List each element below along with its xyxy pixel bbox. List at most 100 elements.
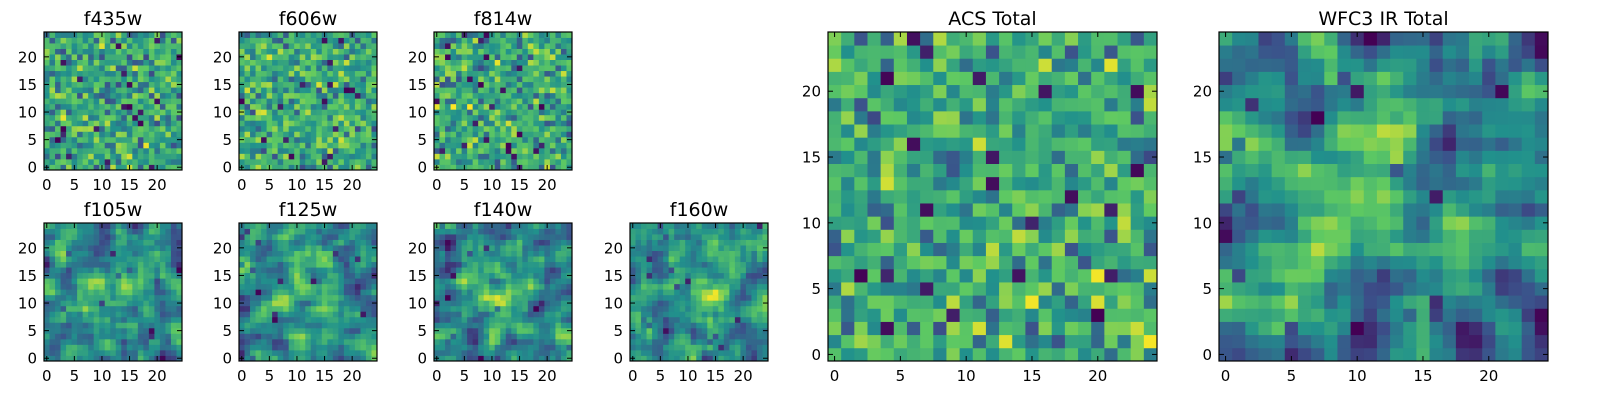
heatmap-cell — [71, 131, 78, 138]
heatmap-cell — [126, 54, 133, 60]
heatmap-cell — [734, 355, 741, 362]
heatmap-cell — [154, 142, 161, 149]
heatmap-cell — [707, 349, 714, 356]
heatmap-cell — [461, 311, 468, 318]
heatmap-cell — [663, 305, 670, 312]
heatmap-cell — [439, 54, 446, 60]
heatmap-cell — [261, 54, 267, 60]
heatmap-cell — [299, 316, 306, 323]
heatmap-cell — [170, 76, 177, 83]
heatmap-cell — [461, 294, 468, 301]
heatmap-cell — [690, 300, 697, 307]
heatmap-cell — [88, 70, 95, 77]
heatmap-cell — [55, 289, 61, 296]
heatmap-cell — [165, 256, 172, 263]
heatmap-cell — [310, 125, 317, 132]
heatmap-cell — [762, 316, 769, 323]
heatmap-cell — [170, 153, 177, 160]
heatmap-cell — [566, 131, 573, 138]
heatmap-cell — [445, 267, 451, 274]
heatmap-cell — [522, 338, 529, 345]
heatmap-cell — [121, 223, 128, 229]
heatmap-cell — [66, 65, 72, 72]
heatmap-cell — [729, 261, 736, 268]
heatmap-cell — [88, 59, 95, 66]
heatmap-cell — [946, 163, 960, 178]
heatmap-cell — [159, 103, 166, 110]
heatmap-cell — [707, 316, 714, 323]
heatmap-cell — [434, 311, 440, 318]
heatmap-cell — [137, 228, 144, 235]
heatmap-cell — [516, 131, 523, 138]
heatmap-cell — [88, 142, 95, 149]
heatmap-cell — [55, 283, 61, 290]
heatmap-cell — [283, 300, 290, 307]
heatmap-cell — [82, 98, 89, 105]
heatmap-cell — [522, 43, 529, 49]
heatmap-cell — [712, 349, 719, 356]
heatmap-cell — [143, 305, 150, 312]
heatmap-cell — [99, 283, 106, 290]
heatmap-cell — [646, 316, 653, 323]
heatmap-cell — [756, 294, 763, 301]
heatmap-cell — [44, 103, 50, 110]
heatmap-cell — [483, 305, 490, 312]
heatmap-cell — [516, 76, 523, 83]
heatmap-cell — [261, 98, 267, 105]
heatmap-cell — [159, 158, 166, 165]
heatmap-cell — [679, 223, 686, 229]
heatmap-cell — [461, 245, 468, 251]
heatmap-cell — [712, 305, 719, 312]
heatmap-cell — [1025, 255, 1039, 270]
heatmap-cell — [555, 278, 562, 285]
heatmap-cell — [1051, 163, 1066, 178]
heatmap-cell — [668, 316, 675, 323]
heatmap-cell — [255, 234, 262, 240]
heatmap-cell — [121, 164, 128, 171]
heatmap-cell — [439, 136, 446, 143]
heatmap-cell — [261, 65, 267, 72]
heatmap-cell — [762, 311, 769, 318]
heatmap-cell — [544, 278, 551, 285]
heatmap-cell — [461, 114, 468, 121]
heatmap-cell — [522, 311, 529, 318]
heatmap-cell — [327, 103, 334, 110]
heatmap-cell — [360, 81, 367, 88]
heatmap-cell — [165, 349, 172, 356]
heatmap-cell — [159, 311, 166, 318]
heatmap-cell — [132, 228, 139, 235]
heatmap-cell — [321, 344, 328, 351]
heatmap-cell — [310, 142, 317, 149]
heatmap-cell — [467, 164, 474, 171]
heatmap-cell — [555, 70, 562, 77]
heatmap-cell — [66, 344, 72, 351]
heatmap-cell — [505, 153, 512, 160]
heatmap-cell — [277, 250, 284, 257]
x-tick-label: 10 — [92, 367, 111, 385]
heatmap-cell — [239, 70, 245, 77]
heatmap-cell — [277, 54, 284, 60]
heatmap-cell — [104, 103, 111, 110]
heatmap-cell — [132, 142, 139, 149]
heatmap-cell — [445, 261, 451, 268]
heatmap-cell — [316, 54, 323, 60]
heatmap-cell — [516, 294, 523, 301]
heatmap-cell — [176, 114, 183, 121]
heatmap-cell — [60, 65, 67, 72]
heatmap-cell — [674, 234, 681, 240]
heatmap-cell — [445, 109, 451, 116]
heatmap-cell — [360, 344, 367, 351]
heatmap-cell — [176, 70, 183, 77]
heatmap-cell — [522, 261, 529, 268]
heatmap-cell — [371, 223, 378, 229]
heatmap-cell — [110, 92, 117, 99]
heatmap-cell — [71, 316, 78, 323]
heatmap-cell — [343, 223, 350, 229]
heatmap-cell — [349, 142, 356, 149]
heatmap-cell — [132, 355, 139, 362]
heatmap-cell — [244, 109, 251, 116]
heatmap-cell — [685, 300, 692, 307]
heatmap-cell — [472, 228, 479, 235]
heatmap-cell — [718, 300, 725, 307]
heatmap-cell — [1038, 189, 1053, 204]
